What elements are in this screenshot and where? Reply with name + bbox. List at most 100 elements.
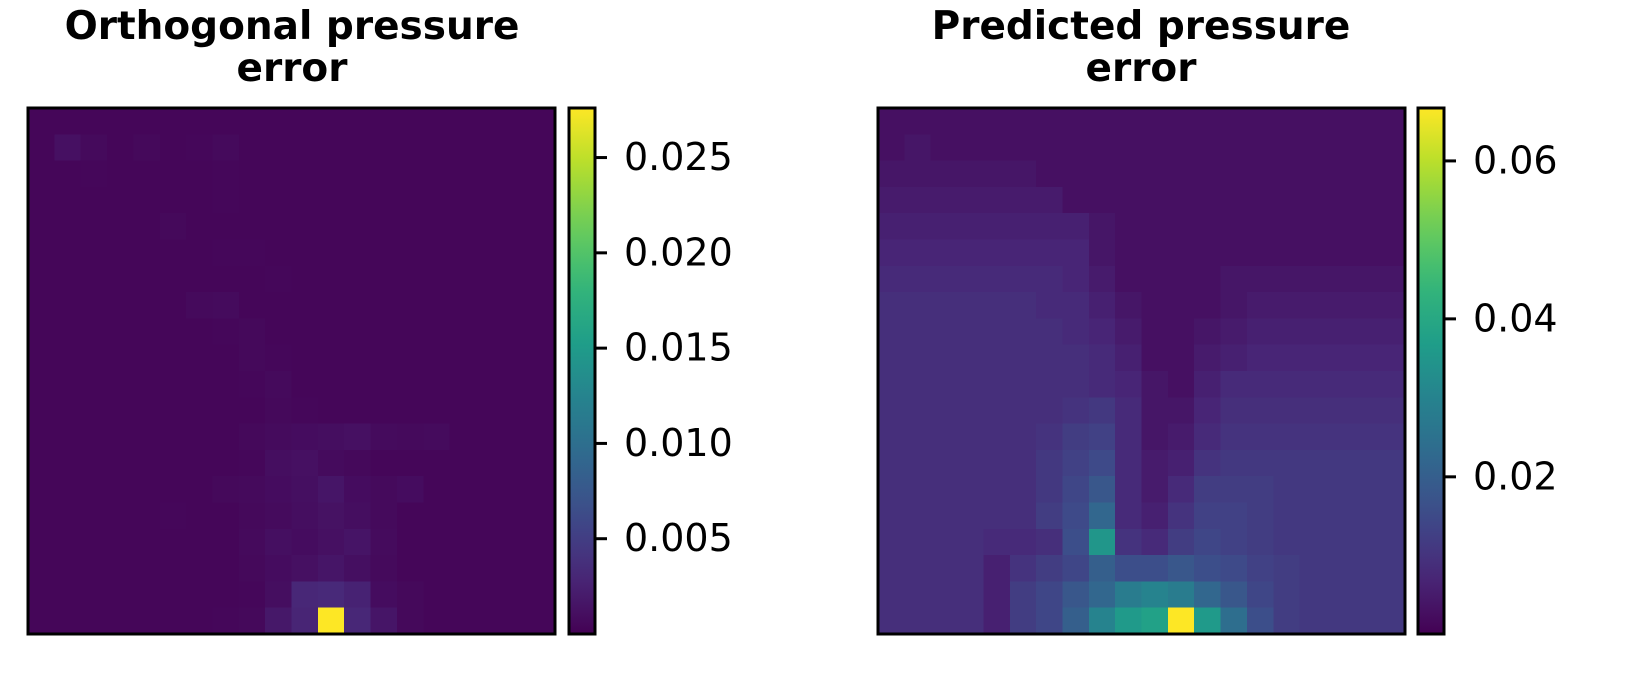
heatmap-cell: [80, 344, 108, 372]
heatmap-cell: [1167, 607, 1195, 635]
heatmap-cell: [1220, 555, 1248, 582]
heatmap-cell: [344, 186, 372, 214]
heatmap-cell: [904, 239, 932, 267]
heatmap-cell: [1115, 213, 1143, 241]
heatmap-cell: [1009, 344, 1037, 372]
chart-title: Predicted pressure error: [931, 4, 1351, 91]
heatmap-cell: [186, 134, 214, 162]
heatmap-cell: [878, 476, 905, 504]
heatmap-cell: [528, 344, 556, 372]
heatmap-cell: [54, 528, 82, 556]
heatmap-cell: [265, 292, 293, 319]
heatmap-cell: [370, 423, 398, 451]
heatmap-cell: [1378, 581, 1406, 609]
heatmap-cell: [107, 134, 134, 162]
heatmap-cell: [186, 344, 214, 372]
heatmap-cell: [1246, 371, 1274, 398]
heatmap-cell: [344, 108, 372, 135]
heatmap-cell: [238, 423, 266, 451]
heatmap-cell: [1299, 265, 1327, 293]
heatmap-cell: [502, 108, 530, 135]
heatmap-cell: [957, 581, 984, 609]
heatmap-cell: [1246, 318, 1274, 346]
heatmap-cell: [107, 213, 134, 241]
heatmap-cell: [983, 449, 1011, 477]
heatmap-cell: [1036, 581, 1064, 609]
heatmap-cell: [423, 607, 451, 635]
heatmap-cell: [1220, 134, 1248, 162]
heatmap-cell: [212, 528, 240, 556]
heatmap-cell: [159, 344, 187, 372]
heatmap-cell: [107, 607, 134, 635]
heatmap-cell: [1273, 318, 1301, 346]
heatmap-cell: [502, 134, 530, 162]
heatmap-cell: [1352, 186, 1380, 214]
heatmap-cell: [1141, 318, 1169, 346]
heatmap-cell: [1088, 239, 1116, 267]
heatmap-cell: [878, 502, 905, 530]
heatmap-cell: [1299, 239, 1327, 267]
heatmap-cell: [54, 581, 82, 609]
heatmap-cell: [1246, 502, 1274, 530]
heatmap-cell: [186, 186, 214, 214]
heatmap-cell: [449, 134, 477, 162]
heatmap-cell: [212, 134, 240, 162]
heatmap-cell: [1062, 186, 1090, 214]
heatmap-cell: [1325, 108, 1353, 135]
heatmap-cell: [1167, 344, 1195, 372]
heatmap-cell: [238, 344, 266, 372]
heatmap-cell: [904, 476, 932, 504]
heatmap-cell: [54, 502, 82, 530]
heatmap-cell: [1246, 186, 1274, 214]
heatmap-cell: [1299, 344, 1327, 372]
heatmap-cell: [1194, 344, 1222, 372]
heatmap-cell: [904, 213, 932, 241]
heatmap-cell: [1167, 186, 1195, 214]
heatmap-cell: [449, 160, 477, 188]
heatmap-cell: [449, 371, 477, 398]
heatmap-cell: [186, 239, 214, 267]
heatmap-cell: [1036, 397, 1064, 425]
heatmap-cell: [238, 213, 266, 241]
heatmap-cell: [983, 134, 1011, 162]
heatmap-cell: [28, 186, 55, 214]
heatmap-cell: [238, 528, 266, 556]
colorbar-tick-label: 0.025: [624, 135, 733, 179]
heatmap-cell: [1088, 134, 1116, 162]
heatmap-cell: [28, 160, 55, 188]
heatmap-cell: [1036, 292, 1064, 319]
heatmap-cell: [930, 186, 958, 214]
heatmap-cell: [1088, 476, 1116, 504]
heatmap-cell: [502, 344, 530, 372]
heatmap-cell: [1220, 528, 1248, 556]
heatmap-cell: [1062, 502, 1090, 530]
heatmap-cell: [1088, 423, 1116, 451]
heatmap-cell: [370, 397, 398, 425]
heatmap-cell: [957, 292, 984, 319]
heatmap-cell: [28, 318, 55, 346]
heatmap-cell: [1273, 528, 1301, 556]
heatmap-cell: [159, 528, 187, 556]
heatmap-cell: [344, 423, 372, 451]
heatmap-cell: [317, 476, 345, 504]
heatmap-cell: [1167, 292, 1195, 319]
heatmap-cell: [1009, 160, 1037, 188]
heatmap-cell: [1378, 528, 1406, 556]
heatmap-cell: [930, 502, 958, 530]
heatmap-cell: [238, 555, 266, 582]
heatmap-cell: [528, 134, 556, 162]
heatmap-cell: [212, 371, 240, 398]
heatmap-cell: [957, 607, 984, 635]
heatmap-cell: [1194, 371, 1222, 398]
heatmap-cell: [957, 397, 984, 425]
heatmap-cell: [1220, 318, 1248, 346]
heatmap-cell: [930, 371, 958, 398]
heatmap-cell: [80, 449, 108, 477]
heatmap-cell: [1352, 134, 1380, 162]
heatmap-cell: [878, 186, 905, 214]
heatmap-cell: [396, 607, 424, 635]
heatmap-cell: [423, 292, 451, 319]
heatmap-cell: [930, 213, 958, 241]
heatmap-cell: [1009, 239, 1037, 267]
heatmap-cell: [1009, 449, 1037, 477]
